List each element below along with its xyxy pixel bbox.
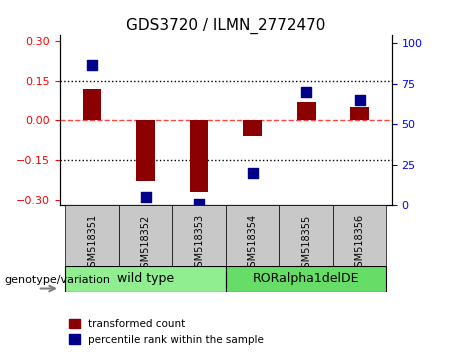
FancyBboxPatch shape bbox=[65, 266, 226, 292]
FancyBboxPatch shape bbox=[65, 205, 119, 266]
Point bbox=[89, 62, 96, 67]
Title: GDS3720 / ILMN_2772470: GDS3720 / ILMN_2772470 bbox=[126, 18, 325, 34]
FancyBboxPatch shape bbox=[172, 205, 226, 266]
Text: GSM518352: GSM518352 bbox=[141, 214, 151, 274]
Point bbox=[249, 170, 256, 176]
FancyBboxPatch shape bbox=[119, 205, 172, 266]
Text: wild type: wild type bbox=[117, 272, 174, 285]
Bar bbox=[297, 102, 316, 120]
Point bbox=[356, 97, 363, 103]
Point bbox=[142, 194, 149, 200]
FancyBboxPatch shape bbox=[226, 205, 279, 266]
Bar bbox=[136, 120, 155, 181]
Text: RORalpha1delDE: RORalpha1delDE bbox=[253, 272, 360, 285]
Text: GSM518354: GSM518354 bbox=[248, 214, 258, 274]
FancyBboxPatch shape bbox=[226, 266, 386, 292]
Bar bbox=[243, 120, 262, 136]
Bar bbox=[83, 88, 101, 120]
Text: genotype/variation: genotype/variation bbox=[5, 275, 111, 285]
FancyBboxPatch shape bbox=[333, 205, 386, 266]
Point bbox=[302, 89, 310, 95]
Bar bbox=[350, 107, 369, 120]
Point bbox=[195, 201, 203, 206]
Text: GSM518356: GSM518356 bbox=[355, 214, 365, 274]
FancyBboxPatch shape bbox=[279, 205, 333, 266]
Legend: transformed count, percentile rank within the sample: transformed count, percentile rank withi… bbox=[65, 315, 268, 349]
Text: GSM518355: GSM518355 bbox=[301, 214, 311, 274]
Text: GSM518353: GSM518353 bbox=[194, 214, 204, 274]
Bar bbox=[190, 120, 208, 192]
Text: GSM518351: GSM518351 bbox=[87, 214, 97, 274]
